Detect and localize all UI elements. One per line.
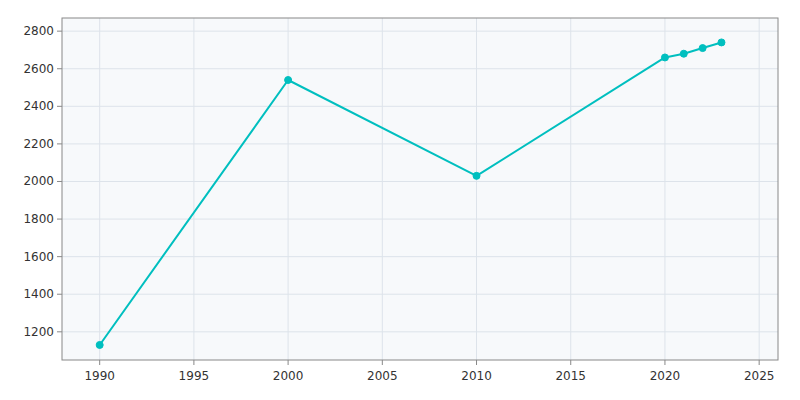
point <box>661 54 668 61</box>
point <box>699 45 706 52</box>
y-tick <box>57 294 62 295</box>
x-grid-line <box>288 18 289 360</box>
x-grid-line <box>382 18 383 360</box>
x-tick-label: 2025 <box>744 369 775 383</box>
y-grid-line <box>62 256 778 257</box>
x-grid-line <box>759 18 760 360</box>
x-tick-label: 2010 <box>461 369 492 383</box>
axes: 1990 1995 2000 2005 2010 2015 2020 2025 1200 1400… <box>23 24 774 383</box>
series <box>96 39 725 349</box>
x-grid-line <box>476 18 477 360</box>
grid <box>62 18 778 360</box>
y-tick-label: 1200 <box>23 325 54 339</box>
x-tick <box>759 360 760 365</box>
point <box>680 50 687 57</box>
point <box>718 39 725 46</box>
x-grid-line <box>99 18 100 360</box>
point <box>96 341 103 348</box>
y-tick-label: 2800 <box>23 24 54 38</box>
x-tick <box>99 360 100 365</box>
x-tick-label: 1995 <box>179 369 210 383</box>
y-tick <box>57 143 62 144</box>
chart-svg: 1990 1995 2000 2005 2010 2015 2020 2025 1200 1400… <box>0 0 800 400</box>
x-tick <box>476 360 477 365</box>
line <box>100 42 722 345</box>
y-grid-line <box>62 294 778 295</box>
y-tick <box>57 181 62 182</box>
point <box>473 172 480 179</box>
y-tick <box>57 31 62 32</box>
y-tick <box>57 256 62 257</box>
y-tick <box>57 219 62 220</box>
x-tick-label: 2020 <box>650 369 681 383</box>
y-tick-label: 2000 <box>23 174 54 188</box>
x-grid-line <box>664 18 665 360</box>
y-grid-line <box>62 68 778 69</box>
y-grid-line <box>62 219 778 220</box>
point <box>285 77 292 84</box>
y-tick-label: 2200 <box>23 137 54 151</box>
y-tick <box>57 331 62 332</box>
x-tick <box>382 360 383 365</box>
y-tick-label: 2400 <box>23 99 54 113</box>
x-tick-label: 2005 <box>367 369 398 383</box>
x-tick-label: 2015 <box>555 369 586 383</box>
x-tick <box>193 360 194 365</box>
x-tick <box>570 360 571 365</box>
x-tick <box>288 360 289 365</box>
x-grid-line <box>193 18 194 360</box>
x-tick-label: 1990 <box>84 369 115 383</box>
y-tick-label: 1800 <box>23 212 54 226</box>
chart-container: 1990 1995 2000 2005 2010 2015 2020 2025 1200 1400… <box>0 0 800 400</box>
y-grid-line <box>62 31 778 32</box>
y-grid-line <box>62 106 778 107</box>
y-grid-line <box>62 181 778 182</box>
plot-frame <box>62 18 778 360</box>
plot-background <box>62 18 778 360</box>
x-tick-label: 2000 <box>273 369 304 383</box>
y-tick-label: 2600 <box>23 62 54 76</box>
y-grid-line <box>62 143 778 144</box>
x-tick <box>664 360 665 365</box>
y-grid-line <box>62 331 778 332</box>
y-tick-label: 1600 <box>23 250 54 264</box>
y-tick <box>57 106 62 107</box>
x-grid-line <box>570 18 571 360</box>
y-tick-label: 1400 <box>23 287 54 301</box>
y-tick <box>57 68 62 69</box>
